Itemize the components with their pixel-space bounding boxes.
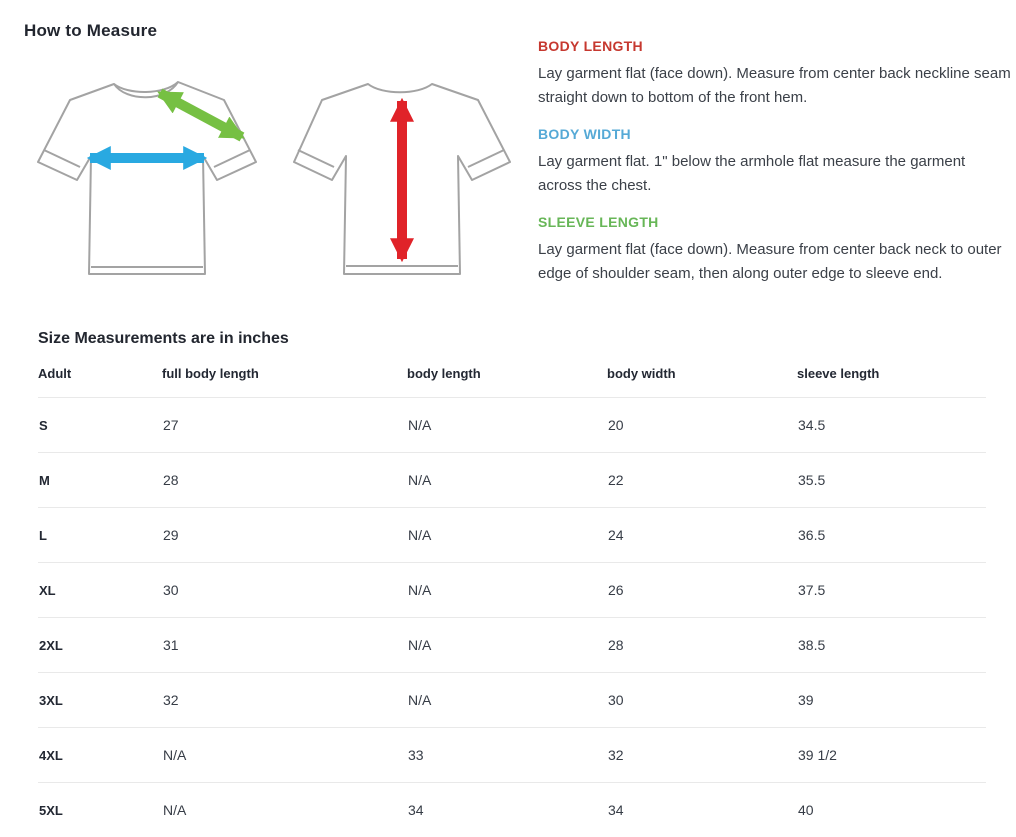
tshirt-back-diagram	[284, 70, 516, 288]
value-cell: 30	[607, 673, 797, 728]
value-cell: N/A	[407, 398, 607, 453]
value-cell: 31	[162, 618, 407, 673]
value-cell: 39	[797, 673, 986, 728]
value-cell: 27	[162, 398, 407, 453]
value-cell: 34	[607, 783, 797, 837]
table-header-row: Adult full body length body length body …	[38, 360, 986, 398]
tshirt-front-diagram	[28, 74, 268, 288]
value-cell: 32	[607, 728, 797, 783]
value-cell: 26	[607, 563, 797, 618]
value-cell: N/A	[407, 618, 607, 673]
value-cell: 33	[407, 728, 607, 783]
value-cell: 39 1/2	[797, 728, 986, 783]
sleeve-length-heading: SLEEVE LENGTH	[538, 214, 1012, 230]
value-cell: 38.5	[797, 618, 986, 673]
value-cell: 34	[407, 783, 607, 837]
column-header-body-width: body width	[607, 360, 797, 398]
value-cell: 32	[162, 673, 407, 728]
size-table-section: Size Measurements are in inches Adult fu…	[0, 320, 1016, 837]
tshirt-front-outline	[38, 82, 256, 274]
value-cell: 22	[607, 453, 797, 508]
value-cell: 29	[162, 508, 407, 563]
value-cell: 24	[607, 508, 797, 563]
size-cell: M	[38, 453, 162, 508]
sleeve-length-section: SLEEVE LENGTH Lay garment flat (face dow…	[538, 214, 1012, 286]
size-table: Adult full body length body length body …	[38, 360, 986, 837]
sleeve-length-text: Lay garment flat (face down). Measure fr…	[538, 238, 1012, 286]
value-cell: N/A	[162, 783, 407, 837]
body-width-text: Lay garment flat. 1" below the armhole f…	[538, 150, 1012, 198]
value-cell: 40	[797, 783, 986, 837]
value-cell: 20	[607, 398, 797, 453]
value-cell: N/A	[407, 673, 607, 728]
value-cell: 28	[162, 453, 407, 508]
size-cell: L	[38, 508, 162, 563]
measure-instructions: BODY LENGTH Lay garment flat (face down)…	[538, 38, 1012, 302]
value-cell: N/A	[407, 508, 607, 563]
size-cell: 4XL	[38, 728, 162, 783]
body-length-section: BODY LENGTH Lay garment flat (face down)…	[538, 38, 1012, 110]
value-cell: 28	[607, 618, 797, 673]
value-cell: 34.5	[797, 398, 986, 453]
value-cell: N/A	[407, 563, 607, 618]
column-header-adult: Adult	[38, 360, 162, 398]
size-cell: 3XL	[38, 673, 162, 728]
size-cell: 5XL	[38, 783, 162, 837]
value-cell: 35.5	[797, 453, 986, 508]
page-title: How to Measure	[24, 21, 157, 41]
value-cell: N/A	[162, 728, 407, 783]
size-table-title: Size Measurements are in inches	[38, 330, 986, 348]
value-cell: 37.5	[797, 563, 986, 618]
body-length-text: Lay garment flat (face down). Measure fr…	[538, 62, 1012, 110]
size-cell: 2XL	[38, 618, 162, 673]
value-cell: N/A	[407, 453, 607, 508]
size-cell: S	[38, 398, 162, 453]
value-cell: 36.5	[797, 508, 986, 563]
body-width-heading: BODY WIDTH	[538, 126, 1012, 142]
body-width-section: BODY WIDTH Lay garment flat. 1" below th…	[538, 126, 1012, 198]
column-header-sleeve-length: sleeve length	[797, 360, 986, 398]
column-header-body-length: body length	[407, 360, 607, 398]
size-cell: XL	[38, 563, 162, 618]
body-length-heading: BODY LENGTH	[538, 38, 1012, 54]
column-header-full-body-length: full body length	[162, 360, 407, 398]
value-cell: 30	[162, 563, 407, 618]
